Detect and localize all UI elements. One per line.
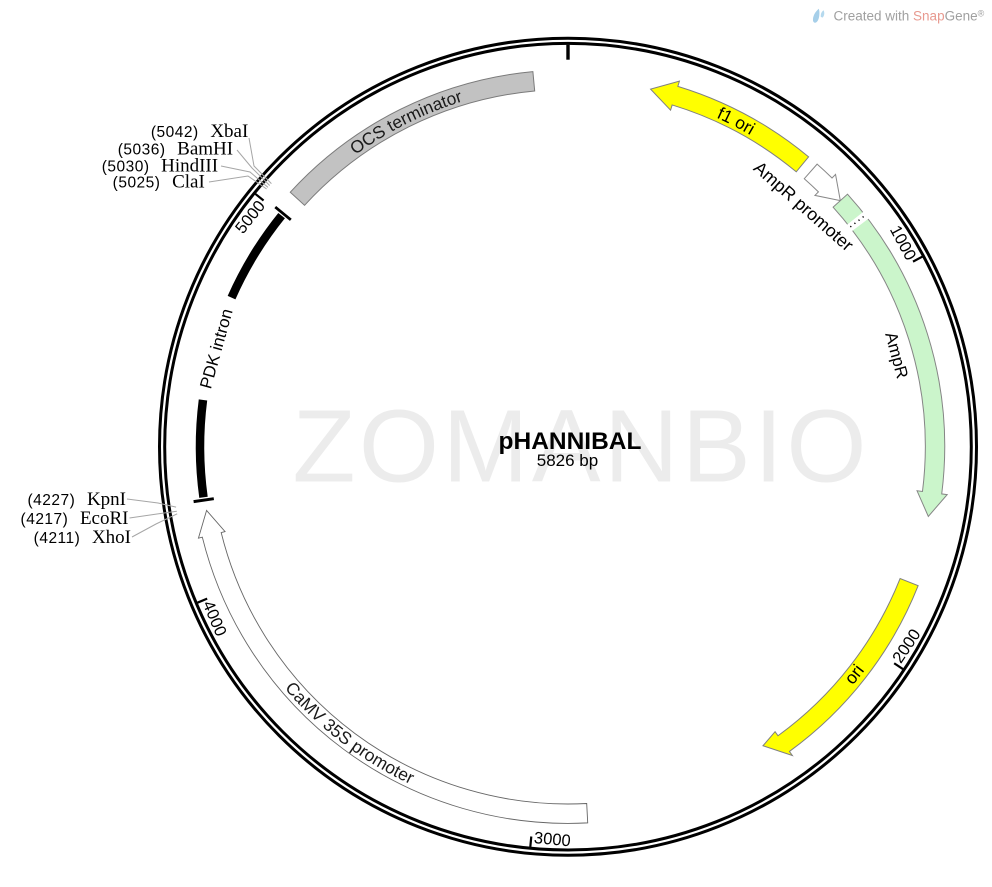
svg-text:(5025) ClaI: (5025) ClaI — [113, 172, 205, 193]
svg-text:(5042) XbaI: (5042) XbaI — [151, 121, 248, 142]
svg-text:(5030) HindIII: (5030) HindIII — [102, 156, 218, 177]
svg-text:(5036) BamHI: (5036) BamHI — [118, 139, 233, 160]
svg-text:5826 bp: 5826 bp — [537, 451, 598, 470]
svg-text:Created with SnapGene®: Created with SnapGene® — [834, 9, 985, 24]
svg-text:ZOMANBIO: ZOMANBIO — [293, 389, 867, 504]
svg-text:(4217) EcoRI: (4217) EcoRI — [21, 508, 129, 529]
svg-text:pHANNIBAL: pHANNIBAL — [499, 428, 642, 455]
svg-text:(4211) XhoI: (4211) XhoI — [34, 527, 131, 548]
svg-text:(4227) KpnI: (4227) KpnI — [28, 489, 126, 510]
svg-text:3000: 3000 — [533, 829, 571, 850]
